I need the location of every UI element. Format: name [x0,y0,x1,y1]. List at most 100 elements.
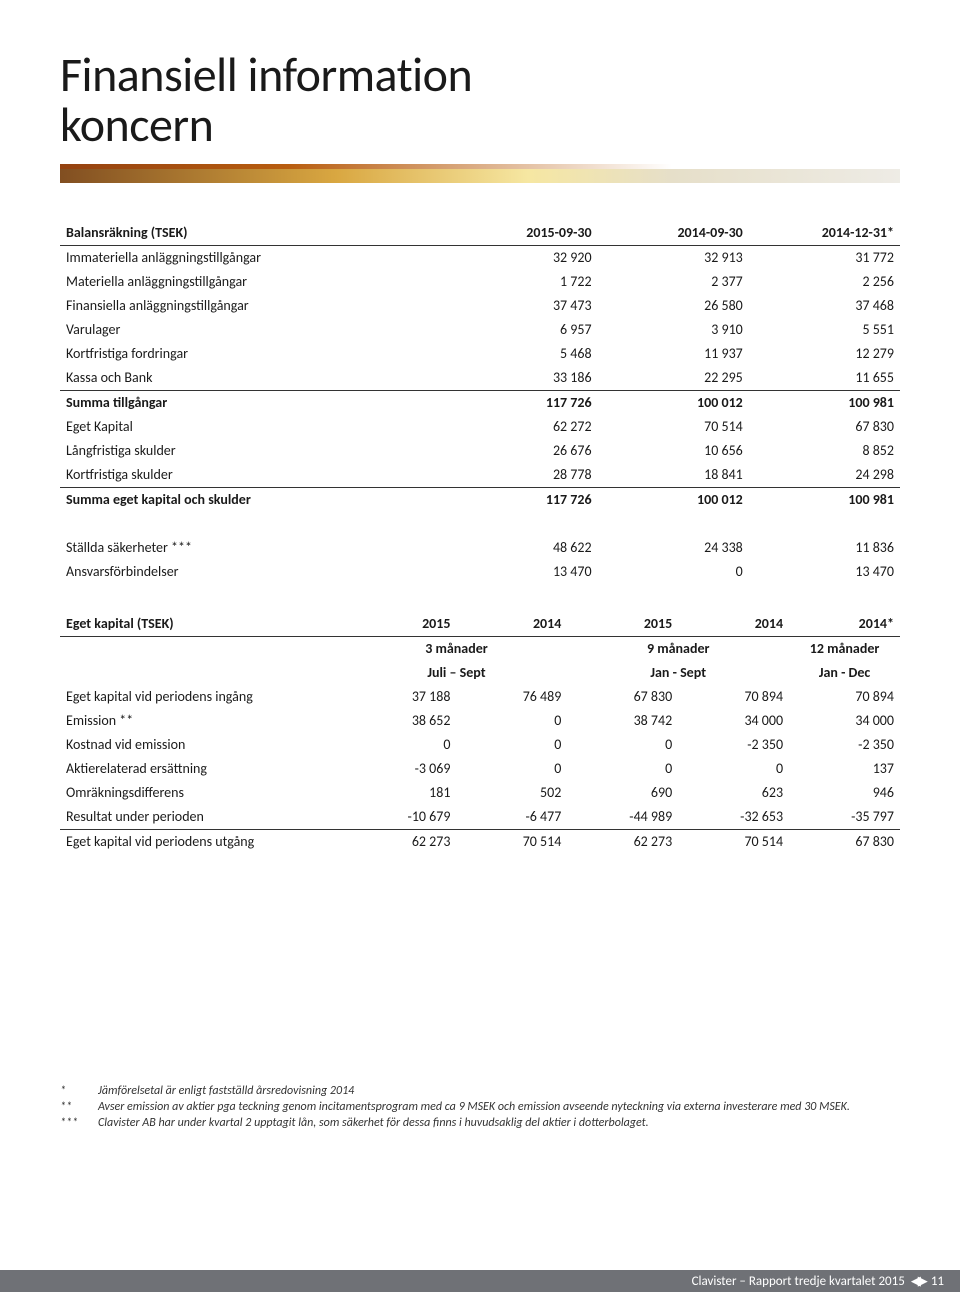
footnote: **Avser emission av aktier pga teckning … [60,1100,900,1114]
row-label: Immateriella anläggningstillgångar [60,245,446,270]
table-row: Aktierelaterad ersättning-3 069000137 [60,757,900,781]
col-header: 2014-12-31* [749,221,900,246]
table-row: Ställda säkerheter ***48 62224 33811 836 [60,536,900,560]
page-title-line1: Finansiell information [60,50,900,100]
page-nav-icon: ◀▶ [911,1274,925,1289]
col-header: Balansräkning (TSEK) [60,221,446,246]
row-label: Finansiella anläggningstillgångar [60,294,446,318]
cell: 946 [789,781,900,805]
cell: 76 489 [456,685,567,709]
col-header: 2014 [456,612,567,637]
footer-text: Clavister – Rapport tredje kvartalet 201… [692,1274,905,1289]
footnote-text: Avser emission av aktier pga teckning ge… [98,1100,900,1114]
cell: 0 [567,733,678,757]
period-label: 3 månader [346,636,568,661]
row-label: Kostnad vid emission [60,733,346,757]
row-label: Materiella anläggningstillgångar [60,270,446,294]
col-header: 2014-09-30 [598,221,749,246]
cell: 70 514 [456,829,567,854]
period-label: 9 månader [567,636,789,661]
table-row: Kostnad vid emission000-2 350-2 350 [60,733,900,757]
cell: 690 [567,781,678,805]
cell: 67 830 [789,829,900,854]
cell: 67 830 [567,685,678,709]
cell: 0 [346,733,457,757]
cell: 70 894 [678,685,789,709]
cell: 37 473 [446,294,597,318]
cell: 0 [598,560,749,584]
row-label: Kassa och Bank [60,366,446,391]
cell: 62 273 [346,829,457,854]
cell: 22 295 [598,366,749,391]
cell: 11 836 [749,536,900,560]
row-label: Långfristiga skulder [60,439,446,463]
table-row: Kortfristiga fordringar5 46811 93712 279 [60,342,900,366]
row-label: Ställda säkerheter *** [60,536,446,560]
cell: -2 350 [678,733,789,757]
sub-period-header-row: Juli – Sept Jan - Sept Jan - Dec [60,661,900,685]
table-row: Långfristiga skulder26 67610 6568 852 [60,439,900,463]
cell: 34 000 [789,709,900,733]
cell: 33 186 [446,366,597,391]
cell: 34 000 [678,709,789,733]
sum-val: 100 012 [598,487,749,512]
row-label: Omräkningsdifferens [60,781,346,805]
balance-sheet-table: Balansräkning (TSEK) 2015-09-30 2014-09-… [60,221,900,584]
cell: 5 551 [749,318,900,342]
row-label: Eget kapital vid periodens utgång [60,829,346,854]
cell: 2 377 [598,270,749,294]
sum-val: 100 981 [749,390,900,415]
col-header: Eget kapital (TSEK) [60,612,346,637]
table-header-row: Balansräkning (TSEK) 2015-09-30 2014-09-… [60,221,900,246]
col-header: 2015 [346,612,457,637]
footnote-text: Jämförelsetal är enligt fastställd årsre… [98,1084,900,1098]
sum-row: Summa tillgångar 117 726 100 012 100 981 [60,390,900,415]
cell: 5 468 [446,342,597,366]
cell: -6 477 [456,805,567,830]
cell: 137 [789,757,900,781]
cell: 26 580 [598,294,749,318]
cell: 62 272 [446,415,597,439]
footnote: ***Clavister AB har under kvartal 2 uppt… [60,1116,900,1130]
page-footer: Clavister – Rapport tredje kvartalet 201… [0,1270,960,1292]
table-row: Ansvarsförbindelser13 470013 470 [60,560,900,584]
col-header: 2014 [678,612,789,637]
cell: 0 [567,757,678,781]
footnote: * Jämförelsetal är enligt fastställd årsr… [60,1084,900,1098]
cell: 37 468 [749,294,900,318]
cell: 11 655 [749,366,900,391]
row-label: Kortfristiga fordringar [60,342,446,366]
decorative-stripe [60,159,900,193]
table-row: Kortfristiga skulder28 77818 84124 298 [60,463,900,488]
cell: 0 [678,757,789,781]
row-label: Varulager [60,318,446,342]
row-label: Aktierelaterad ersättning [60,757,346,781]
cell: -35 797 [789,805,900,830]
cell: 18 841 [598,463,749,488]
cell: 38 652 [346,709,457,733]
col-header: 2015-09-30 [446,221,597,246]
cell: 70 894 [789,685,900,709]
final-row: Eget kapital vid periodens utgång 62 273… [60,829,900,854]
sum-val: 117 726 [446,487,597,512]
year-header-row: Eget kapital (TSEK) 2015 2014 2015 2014 … [60,612,900,637]
cell: 31 772 [749,245,900,270]
table-row: Kassa och Bank33 18622 29511 655 [60,366,900,391]
cell: 2 256 [749,270,900,294]
col-header: 2015 [567,612,678,637]
table-row: Emission **38 652038 74234 00034 000 [60,709,900,733]
cell: 10 656 [598,439,749,463]
cell: 502 [456,781,567,805]
table-row: Finansiella anläggningstillgångar37 4732… [60,294,900,318]
row-label: Eget Kapital [60,415,446,439]
cell: 62 273 [567,829,678,854]
cell: 181 [346,781,457,805]
footnote-mark: * [60,1084,88,1098]
cell: 0 [456,757,567,781]
col-header: 2014* [789,612,900,637]
equity-table: 3 månader 9 månader 12 månader Juli – Se… [60,612,900,854]
row-label: Kortfristiga skulder [60,463,446,488]
cell: 3 910 [598,318,749,342]
cell: 11 937 [598,342,749,366]
cell: 24 338 [598,536,749,560]
